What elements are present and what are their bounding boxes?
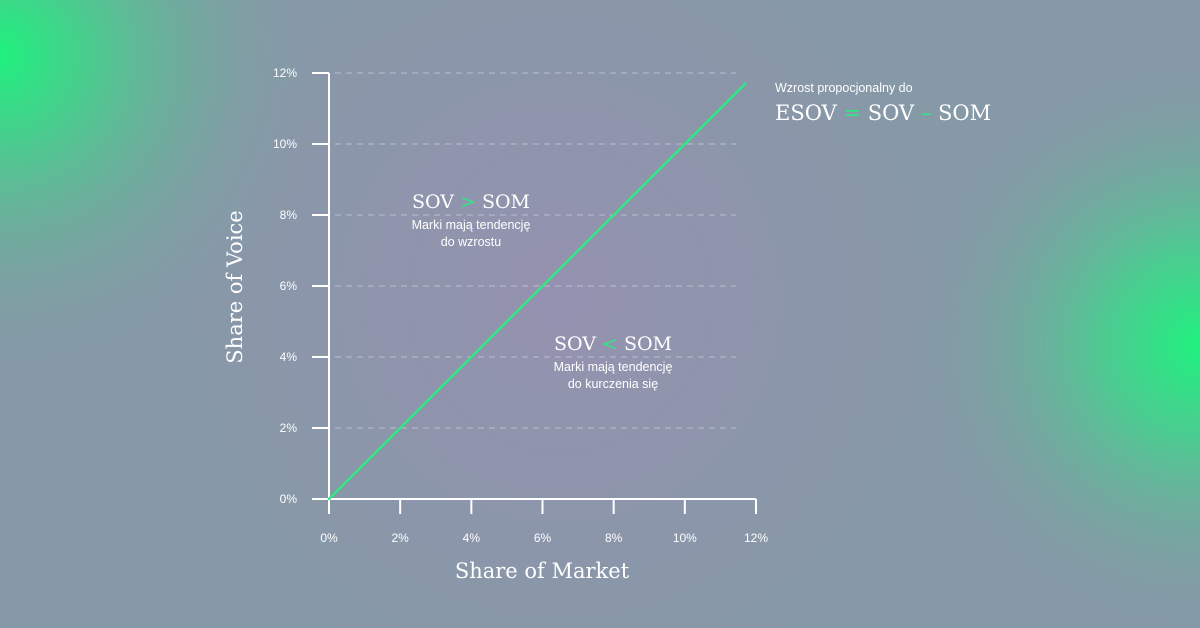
annotation-below-right: SOM xyxy=(624,333,672,355)
annotation-above-line2: do wzrostu xyxy=(441,235,501,249)
annotation-above-formula: SOV > SOM xyxy=(412,191,530,213)
annotation-above: SOV > SOM Marki mają tendencję do wzrost… xyxy=(412,191,531,249)
x-ticks: 0% 2% 4% 6% 8% 10% 12% xyxy=(320,499,768,545)
annotation-below-line2: do kurczenia się xyxy=(568,377,658,391)
x-tick-label: 4% xyxy=(463,531,481,545)
gridlines xyxy=(335,72,736,429)
annotation-corner-caption: Wzrost propocjonalny do xyxy=(775,81,913,95)
x-axis-title: Share of Market xyxy=(455,559,630,583)
x-tick-label: 10% xyxy=(673,531,697,545)
y-ticks: 0% 2% 4% 6% 8% 10% 12% xyxy=(273,66,329,506)
series-line xyxy=(327,82,747,501)
annotation-below-op: < xyxy=(602,333,618,355)
y-tick-label: 4% xyxy=(280,350,298,364)
y-tick-label: 2% xyxy=(280,421,298,435)
annotation-above-left: SOV xyxy=(412,191,454,213)
x-tick-label: 8% xyxy=(605,531,623,545)
annotation-below-left: SOV xyxy=(554,333,596,355)
x-tick-label: 2% xyxy=(391,531,409,545)
y-axis-title: Share of Voice xyxy=(223,210,247,363)
annotation-corner-formula: ESOV = SOV – SOM xyxy=(775,101,991,125)
series-layer xyxy=(327,82,747,501)
annotation-above-op: > xyxy=(460,191,476,213)
annotation-above-line1: Marki mają tendencję xyxy=(412,218,531,232)
annotation-below-formula: SOV < SOM xyxy=(554,333,672,355)
annotation-above-right: SOM xyxy=(482,191,530,213)
y-tick-label: 0% xyxy=(280,492,298,506)
annotation-corner: Wzrost propocjonalny do ESOV = SOV – SOM xyxy=(775,81,991,125)
y-tick-label: 10% xyxy=(273,137,297,151)
formula-minus: – xyxy=(921,101,932,125)
annotation-below: SOV < SOM Marki mają tendencję do kurcze… xyxy=(554,333,673,391)
x-tick-label: 0% xyxy=(320,531,338,545)
formula-equals: = xyxy=(843,101,861,125)
y-tick-label: 6% xyxy=(280,279,298,293)
x-tick-label: 6% xyxy=(534,531,552,545)
x-tick-label: 12% xyxy=(744,531,768,545)
annotation-below-line1: Marki mają tendencję xyxy=(554,360,673,374)
formula-esov: ESOV xyxy=(775,101,838,125)
formula-sov: SOV xyxy=(868,101,915,125)
formula-som: SOM xyxy=(938,101,991,125)
y-tick-label: 12% xyxy=(273,66,297,80)
y-tick-label: 8% xyxy=(280,208,298,222)
